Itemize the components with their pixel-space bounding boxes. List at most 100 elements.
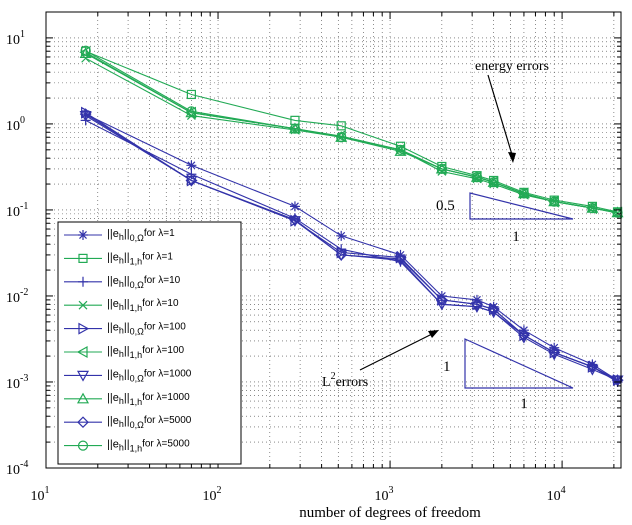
legend-label: ||eh||1,hfor λ=1000 [107, 392, 190, 407]
data-point [336, 121, 346, 131]
series-line [85, 50, 618, 214]
data-point [436, 290, 447, 301]
legend-entry: ||eh||0,Ωfor λ=10 [64, 275, 181, 290]
x-tick-label: 103 [375, 485, 394, 504]
data-point [336, 132, 347, 143]
y-tick-label: 10-1 [6, 201, 28, 220]
l2-errors-label: L2errors [322, 371, 368, 390]
legend-label: ||eh||0,Ωfor λ=5000 [107, 415, 192, 430]
legend-label: ||eh||0,Ωfor λ=1000 [107, 368, 192, 383]
energy-errors-arrowhead [508, 152, 516, 163]
legend-entry: ||eh||1,hfor λ=1 [64, 251, 173, 266]
l2-errors-arrow [359, 332, 435, 371]
data-point [79, 108, 92, 120]
data-point [335, 249, 348, 261]
legend-entry: ||eh||1,hfor λ=1000 [64, 392, 190, 407]
series-9 [79, 108, 624, 387]
data-point [289, 123, 301, 134]
data-point [611, 375, 624, 387]
legend-label: ||eh||0,Ωfor λ=1 [107, 228, 175, 243]
axis-ticks: 101 102 103 104 101 100 10-1 10-2 10-3 10-4 [6, 11, 621, 504]
data-point [78, 230, 88, 240]
data-point [76, 370, 90, 382]
x-tick-label: 101 [31, 485, 50, 504]
legend-box [57, 221, 242, 465]
energy-errors-arrow [487, 74, 514, 159]
data-point [186, 160, 197, 171]
legend-label: ||eh||0,Ωfor λ=10 [107, 275, 181, 290]
y-tick-label: 101 [6, 29, 25, 48]
data-point [471, 298, 483, 311]
data-point [76, 345, 88, 359]
data-point [78, 300, 88, 310]
data-point [518, 329, 530, 342]
slope-rise-label-energy: 0.5 [436, 198, 455, 214]
slope-run-label-l2: 1 [520, 396, 528, 412]
legend-label: ||eh||0,Ωfor λ=100 [107, 322, 186, 337]
data-point [77, 440, 89, 451]
series-line [85, 113, 618, 381]
data-point [81, 53, 91, 63]
legend-entry: ||eh||0,Ωfor λ=5000 [64, 415, 192, 430]
energy-errors-label: energy errors [475, 59, 549, 74]
x-tick-label: 104 [547, 485, 566, 504]
legend-label: ||eh||1,hfor λ=1 [107, 251, 173, 266]
annotations-layer: energy errors L2errors 0.5 1 1 1 [322, 59, 574, 412]
legend-entry: ||eh||1,hfor λ=5000 [64, 439, 190, 454]
legend-entry: ||eh||0,Ωfor λ=1 [64, 228, 175, 243]
y-tick-label: 10-2 [6, 287, 28, 306]
data-point [78, 322, 90, 335]
y-tick-label: 10-4 [6, 459, 28, 478]
data-point [186, 89, 196, 100]
slope-run-label-energy: 1 [512, 229, 520, 245]
legend: ||eh||0,Ωfor λ=1 ||eh||1,hfor λ=1 ||eh||0,… [57, 221, 242, 465]
data-point [548, 346, 561, 359]
series-layer [79, 45, 624, 387]
series-line [85, 50, 618, 213]
data-point [186, 106, 197, 117]
data-point [185, 174, 198, 187]
y-tick-label: 100 [6, 115, 25, 134]
x-tick-label: 102 [203, 485, 222, 504]
data-point [612, 207, 623, 218]
data-point [586, 360, 599, 373]
data-point [289, 213, 301, 226]
data-point [78, 253, 88, 263]
data-point [436, 163, 447, 174]
data-point [395, 144, 406, 155]
data-point [488, 177, 499, 188]
data-point [77, 416, 89, 429]
slope-rise-label-l2: 1 [443, 359, 451, 375]
data-point [394, 253, 407, 265]
y-tick-label: 10-3 [6, 373, 28, 392]
slope-triangle-energy [469, 192, 574, 220]
data-point [76, 392, 90, 404]
data-point [80, 45, 91, 56]
data-point [289, 201, 300, 212]
data-point [79, 47, 92, 59]
data-point [549, 196, 560, 207]
series-10 [80, 45, 623, 218]
x-axis-label: number of degrees of freedom [299, 505, 481, 521]
legend-entry: ||eh||0,Ωfor λ=1000 [64, 368, 192, 383]
legend-entry: ||eh||1,hfor λ=100 [64, 345, 185, 360]
series-line [85, 115, 618, 381]
series-line [85, 113, 618, 381]
plot-frame [45, 11, 622, 469]
data-point [336, 230, 347, 241]
data-point [612, 374, 624, 387]
legend-label: ||eh||1,hfor λ=5000 [107, 439, 190, 454]
data-point [587, 203, 598, 214]
legend-entry: ||eh||1,hfor λ=10 [64, 298, 179, 313]
data-point [487, 303, 500, 316]
legend-label: ||eh||1,hfor λ=10 [107, 298, 179, 313]
data-point [78, 276, 88, 287]
l2-errors-arrowhead [428, 330, 439, 338]
data-point [435, 294, 448, 306]
legend-label: ||eh||1,hfor λ=100 [107, 345, 185, 360]
data-point [186, 174, 198, 187]
data-point [471, 172, 483, 183]
legend-entry: ||eh||0,Ωfor λ=100 [64, 322, 186, 337]
data-point [518, 188, 530, 199]
